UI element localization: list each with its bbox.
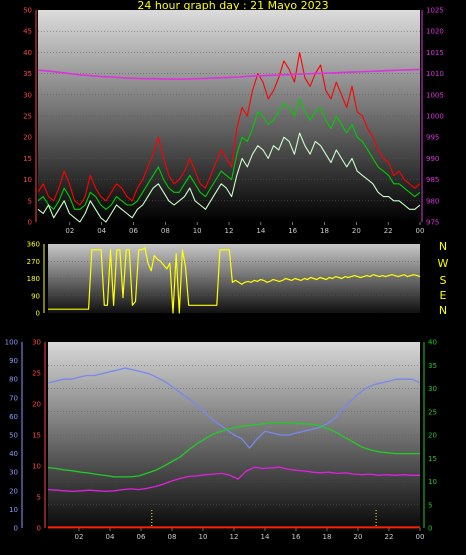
series-gust-line bbox=[37, 51, 421, 206]
dewpoint-axis-tick-label: 25 bbox=[32, 370, 41, 378]
wind-speed-axis-tick-label: 5 bbox=[28, 197, 32, 205]
temp-panel-x-tick-label: 08 bbox=[168, 533, 177, 541]
direction-axis-tick-label: 0 bbox=[36, 310, 40, 318]
temperature-axis-tick-label: 15 bbox=[428, 455, 437, 463]
humidity-axis-tick-label: 100 bbox=[5, 339, 18, 347]
wind-panel-x-tick-label: 10 bbox=[193, 227, 202, 235]
series-average-line bbox=[37, 98, 421, 210]
pressure-axis-tick-label: 1010 bbox=[426, 70, 444, 78]
humidity-axis-tick-label: 80 bbox=[9, 376, 18, 384]
dewpoint-axis-tick-label: 30 bbox=[32, 339, 41, 347]
wind-panel-x-tick-label: 20 bbox=[352, 227, 361, 235]
dewpoint-axis-tick-label: 20 bbox=[32, 401, 41, 409]
pressure-axis-tick-label: 1000 bbox=[426, 113, 444, 121]
temp-panel-x-tick-label: 02 bbox=[75, 533, 84, 541]
temp-panel-x-tick-label: 22 bbox=[385, 533, 394, 541]
temp-panel-x-tick-label: 14 bbox=[261, 533, 270, 541]
humidity-axis-tick-label: 0 bbox=[14, 525, 18, 533]
graph-title: 24 hour graph day : 21 Mayo 2023 bbox=[137, 0, 329, 12]
pressure-axis-tick-label: 1025 bbox=[426, 7, 444, 15]
wind-speed-axis-tick-label: 35 bbox=[23, 70, 32, 78]
wind-panel-x-tick-label: 02 bbox=[65, 227, 74, 235]
pressure-axis-tick-label: 980 bbox=[426, 197, 439, 205]
temp-panel-x-tick-label: 18 bbox=[323, 533, 332, 541]
humidity-axis-tick-label: 10 bbox=[9, 506, 18, 514]
wind-speed-axis-tick-label: 10 bbox=[23, 176, 32, 184]
pressure-axis-tick-label: 1020 bbox=[426, 28, 444, 36]
dewpoint-axis-tick-label: 0 bbox=[37, 525, 41, 533]
temp-panel-x-tick-label: 06 bbox=[137, 533, 146, 541]
temperature-axis-tick-label: 35 bbox=[428, 362, 437, 370]
temp-panel-x-tick-label: 12 bbox=[230, 533, 239, 541]
wind-speed-axis-tick-label: 15 bbox=[23, 155, 32, 163]
temp-panel-x-tick-label: 10 bbox=[199, 533, 208, 541]
wind-panel-x-tick-label: 14 bbox=[256, 227, 265, 235]
temp-panel-x-tick-label: 16 bbox=[292, 533, 301, 541]
direction-axis-tick-label: 180 bbox=[27, 275, 40, 283]
temperature-axis-tick-label: 30 bbox=[428, 385, 437, 393]
wind-speed-axis-tick-label: 0 bbox=[28, 219, 32, 227]
wind-panel-x-tick-label: 04 bbox=[97, 227, 106, 235]
wind-speed-axis-tick-label: 30 bbox=[23, 91, 32, 99]
pressure-axis-tick-label: 990 bbox=[426, 155, 439, 163]
wind-panel-x-tick-label: 12 bbox=[225, 227, 234, 235]
wind-panel-x-tick-label: 18 bbox=[320, 227, 329, 235]
compass-label-s: S bbox=[439, 274, 447, 287]
temperature-axis-tick-label: 5 bbox=[428, 501, 432, 509]
pressure-axis-tick-label: 1005 bbox=[426, 91, 444, 99]
temp-panel-x-tick-label: 20 bbox=[354, 533, 363, 541]
compass-label-e: E bbox=[439, 289, 447, 302]
temp-panel-x-tick-label: 04 bbox=[106, 533, 115, 541]
series-dewpoint-line bbox=[47, 466, 420, 493]
pressure-axis-tick-label: 1015 bbox=[426, 49, 444, 57]
humidity-axis-tick-label: 30 bbox=[9, 469, 18, 477]
humidity-axis-tick-label: 50 bbox=[9, 432, 18, 440]
direction-axis-tick-label: 90 bbox=[31, 292, 40, 300]
compass-label-n-bottom: N bbox=[438, 304, 448, 317]
temperature-axis-tick-label: 25 bbox=[428, 408, 437, 416]
wind-panel-x-tick-label: 22 bbox=[384, 227, 393, 235]
direction-axis-tick-label: 360 bbox=[27, 241, 40, 249]
humidity-axis-tick-label: 90 bbox=[9, 357, 18, 365]
dewpoint-axis-tick-label: 10 bbox=[32, 463, 41, 471]
series-pressure-line bbox=[37, 68, 421, 80]
humidity-axis-tick-label: 70 bbox=[9, 394, 18, 402]
pressure-axis-tick-label: 975 bbox=[426, 219, 439, 227]
temperature-axis-tick-label: 40 bbox=[428, 339, 437, 347]
wind-speed-axis-tick-label: 50 bbox=[23, 7, 32, 15]
compass-label-n-top: N bbox=[438, 240, 448, 253]
series-temperature-line bbox=[47, 421, 420, 478]
dewpoint-axis-tick-label: 5 bbox=[37, 494, 41, 502]
wind-speed-axis-tick-label: 20 bbox=[23, 134, 32, 142]
wind-speed-axis-tick-label: 45 bbox=[23, 28, 32, 36]
wind-panel-x-tick-label: 06 bbox=[129, 227, 138, 235]
wind-speed-axis-tick-label: 40 bbox=[23, 49, 32, 57]
temperature-axis-tick-label: 10 bbox=[428, 478, 437, 486]
pressure-axis-tick-label: 995 bbox=[426, 134, 439, 142]
dewpoint-axis-tick-label: 15 bbox=[32, 432, 41, 440]
humidity-axis-tick-label: 40 bbox=[9, 450, 18, 458]
temperature-axis-tick-label: 20 bbox=[428, 432, 437, 440]
compass-label-w: W bbox=[437, 257, 449, 270]
series-speed-line bbox=[37, 132, 421, 223]
wind-panel-x-tick-label: 08 bbox=[161, 227, 170, 235]
humidity-axis-tick-label: 60 bbox=[9, 413, 18, 421]
direction-axis-tick-label: 270 bbox=[27, 258, 40, 266]
temperature-axis-tick-label: 0 bbox=[428, 525, 432, 533]
series-direction-line bbox=[48, 247, 421, 314]
temp-panel-x-tick-label: 00 bbox=[416, 533, 425, 541]
series-humidity-line bbox=[47, 367, 421, 449]
pressure-axis-tick-label: 985 bbox=[426, 176, 439, 184]
humidity-axis-tick-label: 20 bbox=[9, 487, 18, 495]
wind-panel-x-tick-label: 16 bbox=[288, 227, 297, 235]
wind-speed-axis-tick-label: 25 bbox=[23, 113, 32, 121]
wind-panel-x-tick-label: 00 bbox=[416, 227, 425, 235]
